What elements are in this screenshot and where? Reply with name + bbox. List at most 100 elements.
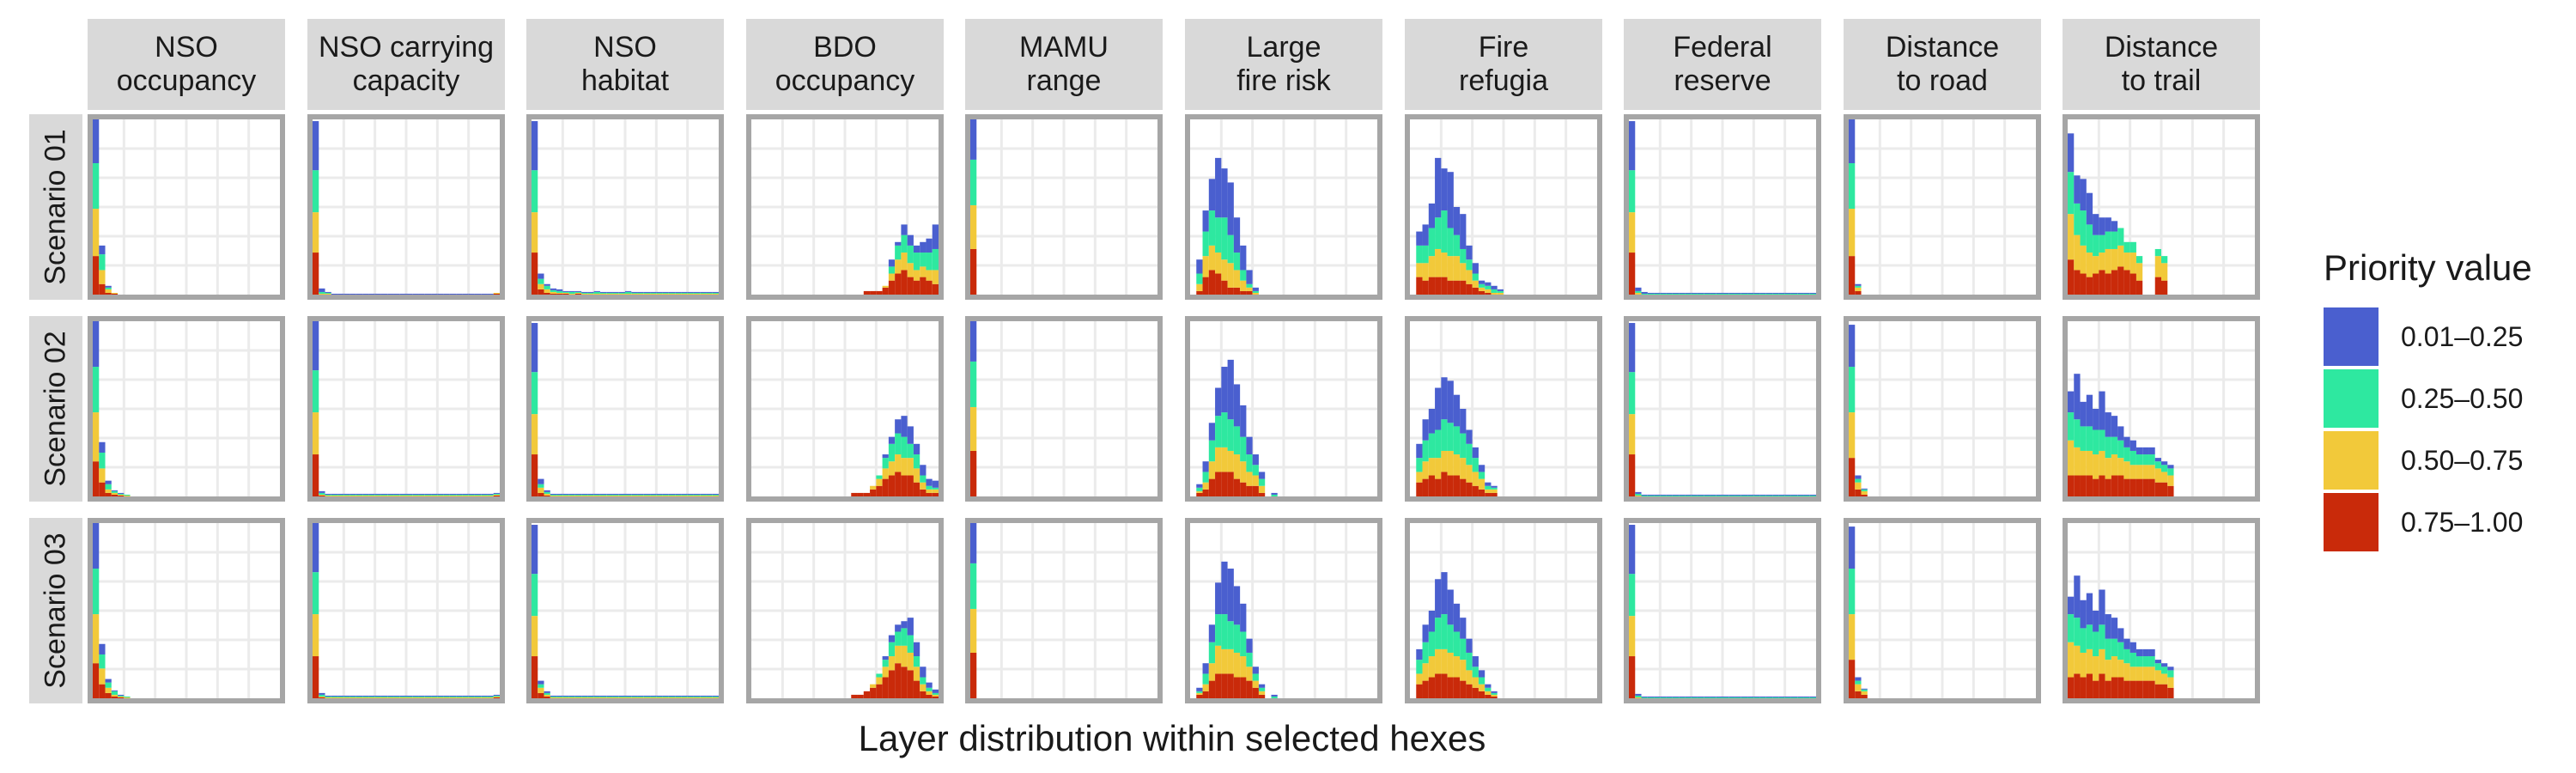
histogram-bar-segment (593, 695, 600, 697)
histogram-bar-segment (907, 277, 914, 295)
histogram-bar-segment (1233, 586, 1241, 625)
histogram-bar-segment (2099, 391, 2105, 430)
histogram-bar-segment (599, 292, 607, 294)
histogram-bar-segment (1246, 485, 1253, 496)
histogram-bar-segment (907, 670, 914, 698)
histogram-bar-segment (406, 293, 413, 295)
histogram-bar-segment (1202, 663, 1209, 674)
histogram-bar-segment (1215, 157, 1222, 218)
histogram-bar-segment (1803, 697, 1810, 698)
histogram-bar-segment (1422, 478, 1429, 496)
histogram-bar-segment (1666, 697, 1673, 698)
histogram-bar-segment (1485, 691, 1492, 695)
histogram-bar-segment (1666, 494, 1673, 496)
histogram-bar-segment (1416, 482, 1423, 496)
histogram-bar-segment (599, 494, 607, 496)
histogram-bar-segment (2099, 253, 2105, 271)
histogram-bar-segment (111, 492, 118, 495)
histogram-bar-segment (1428, 203, 1436, 228)
histogram-bar-segment (606, 697, 613, 698)
histogram-bar-segment (2148, 454, 2155, 466)
histogram-bar-segment (2093, 454, 2099, 479)
histogram-bar-segment (93, 256, 100, 295)
histogram-bar-segment (1416, 443, 1423, 459)
histogram-bar-segment (568, 695, 575, 697)
histogram-bar-segment (882, 666, 889, 678)
panel-border (307, 316, 505, 502)
histogram-bar-segment (1485, 684, 1492, 688)
histogram-bar-segment (926, 270, 933, 281)
histogram-bar-segment (876, 485, 883, 496)
histogram-bar-segment (418, 695, 425, 697)
histogram-bar-segment (2154, 256, 2161, 277)
histogram-bar-segment (970, 361, 977, 407)
histogram-bar-segment (574, 493, 582, 495)
histogram-bar-segment (2068, 214, 2075, 260)
histogram-bar-segment (2123, 663, 2130, 681)
histogram-bar-segment (313, 454, 319, 496)
histogram-bar-segment (556, 289, 563, 291)
histogram-bar-segment (2099, 450, 2105, 476)
histogram-bar-segment (1221, 472, 1228, 496)
histogram-bar-segment (456, 695, 463, 697)
histogram-bar-segment (581, 494, 588, 496)
histogram-bar-segment (681, 293, 688, 295)
histogram-bar-segment (587, 291, 594, 293)
histogram-bar-segment (687, 494, 694, 496)
histogram-bar-segment (857, 694, 864, 698)
histogram-bar-segment (1797, 293, 1804, 295)
histogram-bar-segment (2129, 253, 2136, 274)
histogram-plot (526, 518, 724, 703)
histogram-bar-segment (1240, 656, 1247, 678)
histogram-bar-segment (1428, 611, 1436, 632)
histogram-bar-segment (888, 642, 896, 657)
histogram-bar-segment (2093, 631, 2099, 657)
histogram-bar-segment (325, 291, 331, 293)
histogram-bar-segment (550, 288, 557, 290)
histogram-bar-segment (387, 697, 394, 698)
histogram-bar-segment (1227, 419, 1234, 451)
histogram-bar-segment (970, 563, 977, 609)
histogram-bar-segment (1460, 280, 1467, 295)
histogram-bar-segment (1635, 493, 1642, 496)
histogram-bar-segment (2068, 391, 2075, 413)
histogram-bar-segment (1466, 283, 1473, 295)
histogram-bar-segment (706, 291, 713, 293)
histogram-bar-segment (493, 292, 500, 294)
histogram-bar-segment (2136, 478, 2143, 496)
histogram-bar-segment (2117, 677, 2124, 698)
histogram-bar-segment (2123, 241, 2130, 253)
histogram-bar-segment (387, 293, 394, 295)
histogram-bar-segment (1422, 245, 1429, 264)
histogram-bar-segment (1416, 458, 1423, 472)
histogram-bar-segment (2099, 648, 2105, 674)
histogram-bar-segment (544, 283, 550, 286)
histogram-bar-segment (2129, 273, 2136, 295)
histogram-plot (1405, 114, 1602, 300)
histogram-bar-segment (587, 494, 594, 496)
histogram-bar-segment (675, 494, 682, 496)
histogram-bar-segment (431, 695, 438, 697)
histogram-bar-segment (1685, 494, 1692, 496)
histogram-bar-segment (1460, 660, 1467, 681)
histogram-bar-segment (2093, 214, 2099, 235)
panel-border (1844, 518, 2041, 703)
histogram-bar-segment (2080, 179, 2087, 211)
histogram-bar-segment (325, 493, 331, 495)
histogram-bar-segment (337, 493, 344, 495)
histogram-bar-segment (1202, 231, 1209, 257)
histogram-bar-segment (355, 697, 363, 698)
legend-label: 0.75–1.00 (2401, 506, 2524, 538)
histogram-bar-segment (532, 323, 538, 373)
histogram-bar-segment (901, 270, 908, 295)
histogram-bar-segment (2086, 224, 2093, 253)
histogram-bar-segment (926, 682, 933, 688)
facet-panel (1405, 518, 1602, 703)
histogram-bar-segment (1629, 212, 1636, 253)
panel-border (1844, 114, 2041, 300)
histogram-bar-segment (532, 574, 538, 617)
histogram-bar-segment (111, 293, 118, 295)
histogram-bar-segment (1428, 228, 1436, 257)
histogram-bar-segment (920, 482, 927, 490)
histogram-bar-segment (1428, 256, 1436, 277)
